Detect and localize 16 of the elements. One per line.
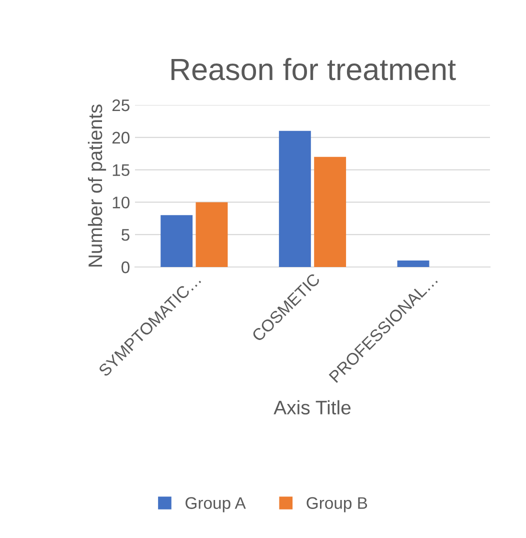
bar: [160, 215, 193, 267]
y-tick-label: 20: [112, 132, 130, 144]
y-tick-label: 10: [112, 196, 130, 208]
y-tick-label: 25: [112, 99, 130, 112]
bar: [314, 156, 346, 267]
bar: [196, 202, 228, 267]
chart-title: Reason for treatment: [172, 58, 456, 80]
y-tick-label: 15: [112, 164, 130, 176]
y-tick-label: 5: [122, 229, 130, 241]
x-axis-title: Axis Title: [274, 400, 351, 414]
y-axis-title: Number of patients: [88, 104, 106, 267]
bar: [397, 260, 430, 267]
bar: [278, 130, 311, 267]
y-tick-label: 0: [122, 261, 130, 274]
legend-label: Group A: [186, 497, 246, 512]
legend-label: Group B: [306, 497, 368, 512]
